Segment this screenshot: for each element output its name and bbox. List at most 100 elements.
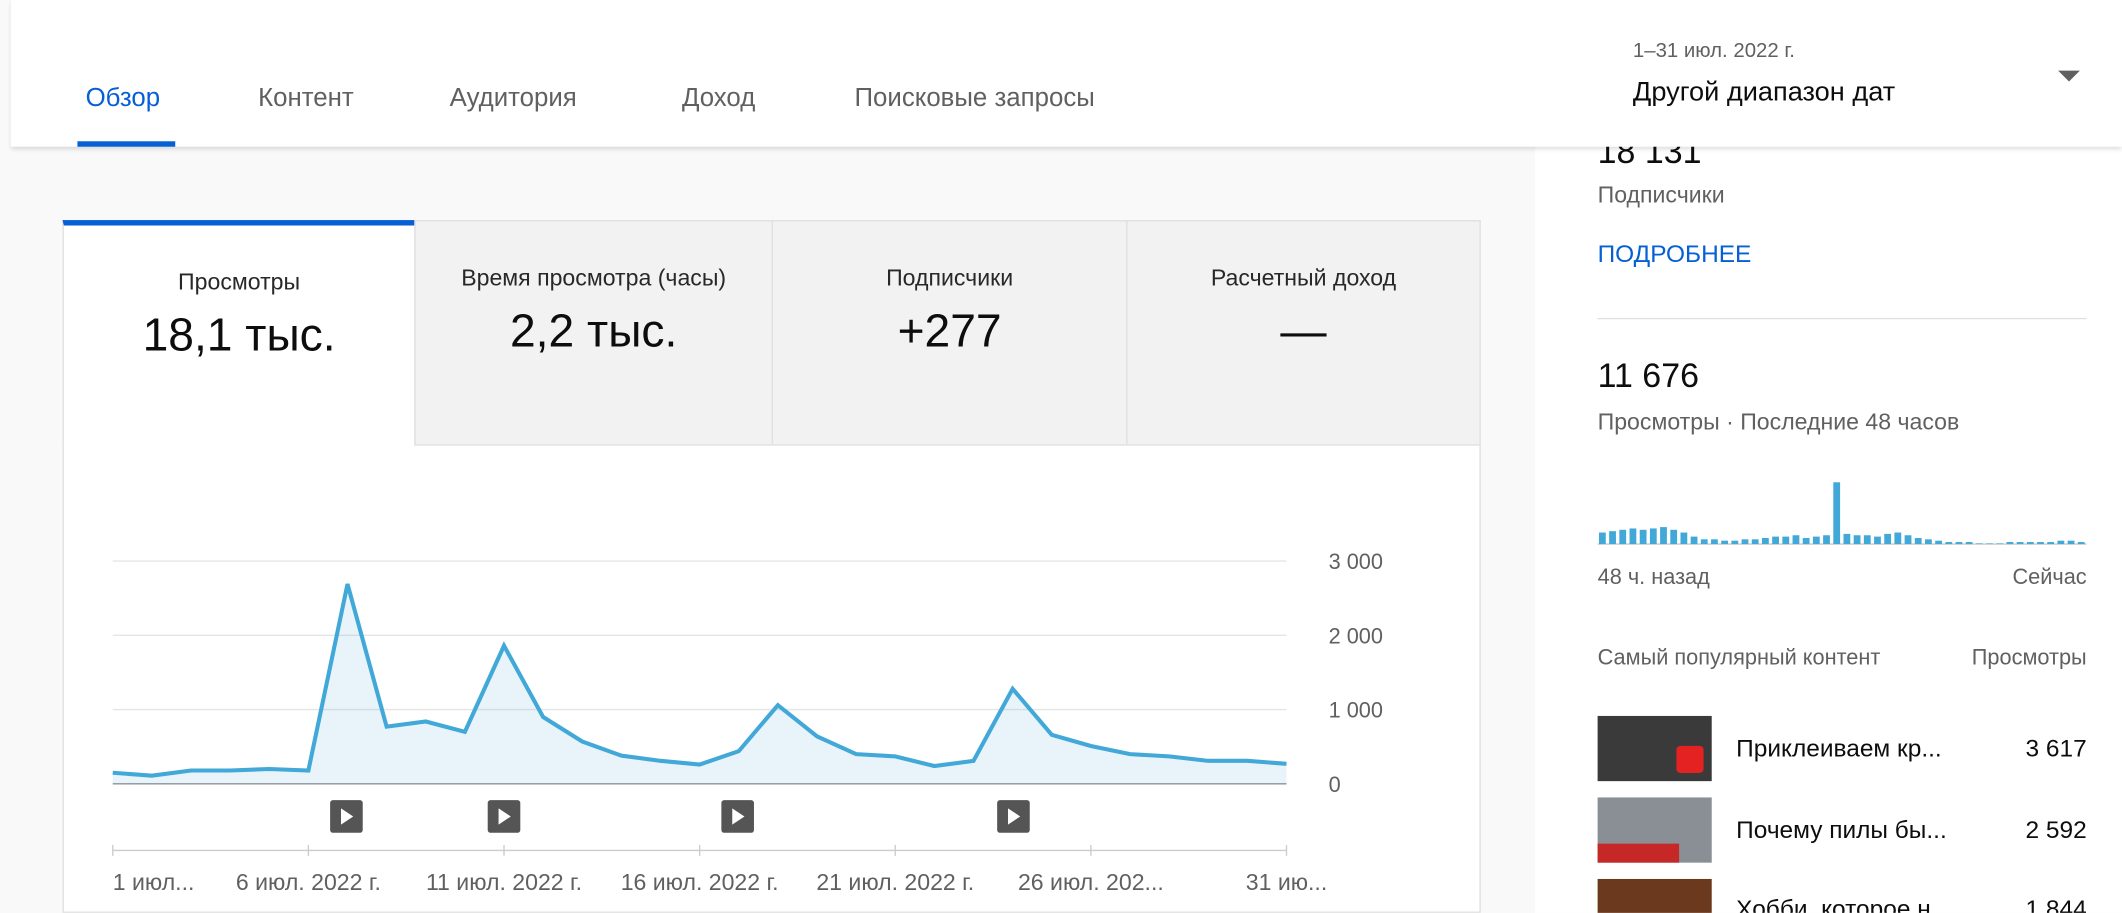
spark-bar (1812, 536, 1820, 545)
area (112, 584, 1287, 784)
thumbnail[interactable] (1597, 797, 1712, 863)
spark-bar (1843, 533, 1851, 545)
tab-indicator (77, 141, 176, 147)
spark-end: Сейчас (2012, 566, 2087, 590)
video-views: 1 844 (2025, 895, 2087, 913)
metric-card[interactable]: Расчетный доход — (1126, 220, 1481, 446)
spark-bar (2016, 542, 2024, 545)
spark-bar (1925, 539, 1932, 545)
spark-bar (1955, 542, 1963, 545)
video-title[interactable]: Почему пилы бы... (1736, 816, 1947, 844)
subscribers-label: Подписчики (1597, 182, 1725, 208)
spark-bar (1649, 528, 1657, 545)
spark-bar (1598, 532, 1606, 545)
spark-bar (1802, 537, 1810, 545)
spark-bar (1772, 536, 1779, 545)
metric-value: +277 (897, 305, 1002, 358)
spark-bar (1700, 539, 1708, 545)
video-markers (330, 800, 1030, 833)
y-tick-label: 3 000 (1329, 549, 1383, 574)
spark-bar (1894, 532, 1902, 545)
spark-bar (1782, 536, 1790, 545)
spark-bar (1639, 529, 1647, 545)
spark-bar (1741, 539, 1749, 545)
spark-bar (1853, 535, 1861, 545)
chart: 0 1 000 2 000 3 000 1 июл... 6 июл. 2022 г. 11… (112, 549, 1383, 895)
y-tick-label: 2 000 (1329, 623, 1383, 648)
spark-bar (1670, 529, 1678, 545)
tab[interactable]: Доход (681, 84, 756, 113)
x-tick-label: 16 июл. 2022 г. (621, 869, 779, 895)
spark-bar (1721, 540, 1729, 545)
spark-bar (1711, 539, 1718, 545)
views-label: Просмотры · Последние 48 часов (1597, 408, 1960, 435)
divider (1597, 317, 2087, 320)
metric-card[interactable]: Время просмотра (часы) 2,2 тыс. (414, 220, 773, 446)
spark-bar (1792, 535, 1800, 545)
x-tick-label: 21 июл. 2022 г. (816, 869, 974, 895)
dropdown-arrow[interactable] (2055, 68, 2082, 84)
spark-bar (1823, 535, 1830, 545)
video-views: 2 592 (2025, 816, 2087, 844)
spark-bar (1680, 532, 1688, 545)
x-tick-label: 6 июл. 2022 г. (236, 869, 381, 895)
date-range[interactable]: 1–31 июл. 2022 г. (1632, 39, 1795, 63)
spark-bar (1629, 528, 1637, 545)
spark-bar (1660, 527, 1667, 545)
metric-label: Подписчики (886, 264, 1014, 291)
line (112, 583, 1287, 778)
tab[interactable]: Аудитория (449, 84, 577, 113)
metric-value: 18,1 тыс. (142, 309, 336, 362)
spark-bar (1619, 529, 1627, 545)
spark-bar (2057, 540, 2065, 545)
tab[interactable]: Контент (258, 84, 354, 113)
date-label[interactable]: Другой диапазон дат (1632, 77, 1896, 108)
metric-label: Расчетный доход (1210, 264, 1397, 291)
spark-start: 48 ч. назад (1597, 566, 1710, 590)
thumbnail[interactable] (1597, 878, 1712, 913)
spark-bar (2067, 540, 2075, 545)
tab[interactable]: Поисковые запросы (854, 84, 1095, 113)
spark-bar (1945, 542, 1953, 545)
spark-bar (2006, 542, 2014, 545)
y-tick-label: 1 000 (1329, 698, 1383, 723)
spark-bar (1690, 536, 1698, 545)
metric-value: 2,2 тыс. (509, 305, 678, 358)
spark-bar (1986, 543, 1993, 545)
spark-bar (1935, 540, 1942, 545)
y-tick-label: 0 (1329, 772, 1341, 797)
metric-label: Просмотры (178, 268, 301, 295)
spark-bar (1914, 537, 1922, 545)
x-tick-label: 11 июл. 2022 г. (426, 869, 582, 895)
spark-bar (1975, 543, 1983, 545)
metric-card[interactable]: Подписчики +277 (771, 220, 1128, 446)
spark-bar (2077, 542, 2085, 545)
metric-card[interactable]: Просмотры 18,1 тыс. (62, 220, 416, 446)
x-tick-label: 31 ию... (1246, 869, 1328, 895)
thumbnail[interactable] (1597, 715, 1712, 782)
more-link[interactable]: ПОДРОБНЕЕ (1597, 240, 1752, 268)
spark-bar (2037, 542, 2044, 545)
video-title[interactable]: Хобби, которое н... (1736, 895, 1952, 913)
top-col: Просмотры (1971, 646, 2087, 670)
spark-bar (2047, 542, 2055, 545)
spark-bar (1996, 543, 2004, 545)
tab[interactable]: Обзор (85, 84, 161, 113)
spark-bar (1833, 482, 1841, 545)
spark-bar (2026, 542, 2034, 545)
spark-bar (1751, 539, 1759, 545)
video-views: 3 617 (2025, 734, 2087, 763)
spark-bar (1761, 537, 1769, 545)
sparkline (1597, 482, 2087, 545)
sidebar: 18 131 Подписчики ПОДРОБНЕЕ 11 676 Просм… (1535, 0, 2122, 913)
header: Обзор Контент Аудитория Доход Поисковые … (10, 0, 2122, 147)
metric-value: — (1280, 305, 1327, 358)
video-title[interactable]: Приклеиваем кр... (1736, 734, 1942, 763)
spark-bar (1863, 535, 1871, 545)
x-tick-label: 1 июл... (113, 869, 195, 895)
spark-bar (1874, 536, 1881, 545)
spark-bar (1965, 542, 1973, 545)
views-count: 11 676 (1597, 357, 1699, 396)
